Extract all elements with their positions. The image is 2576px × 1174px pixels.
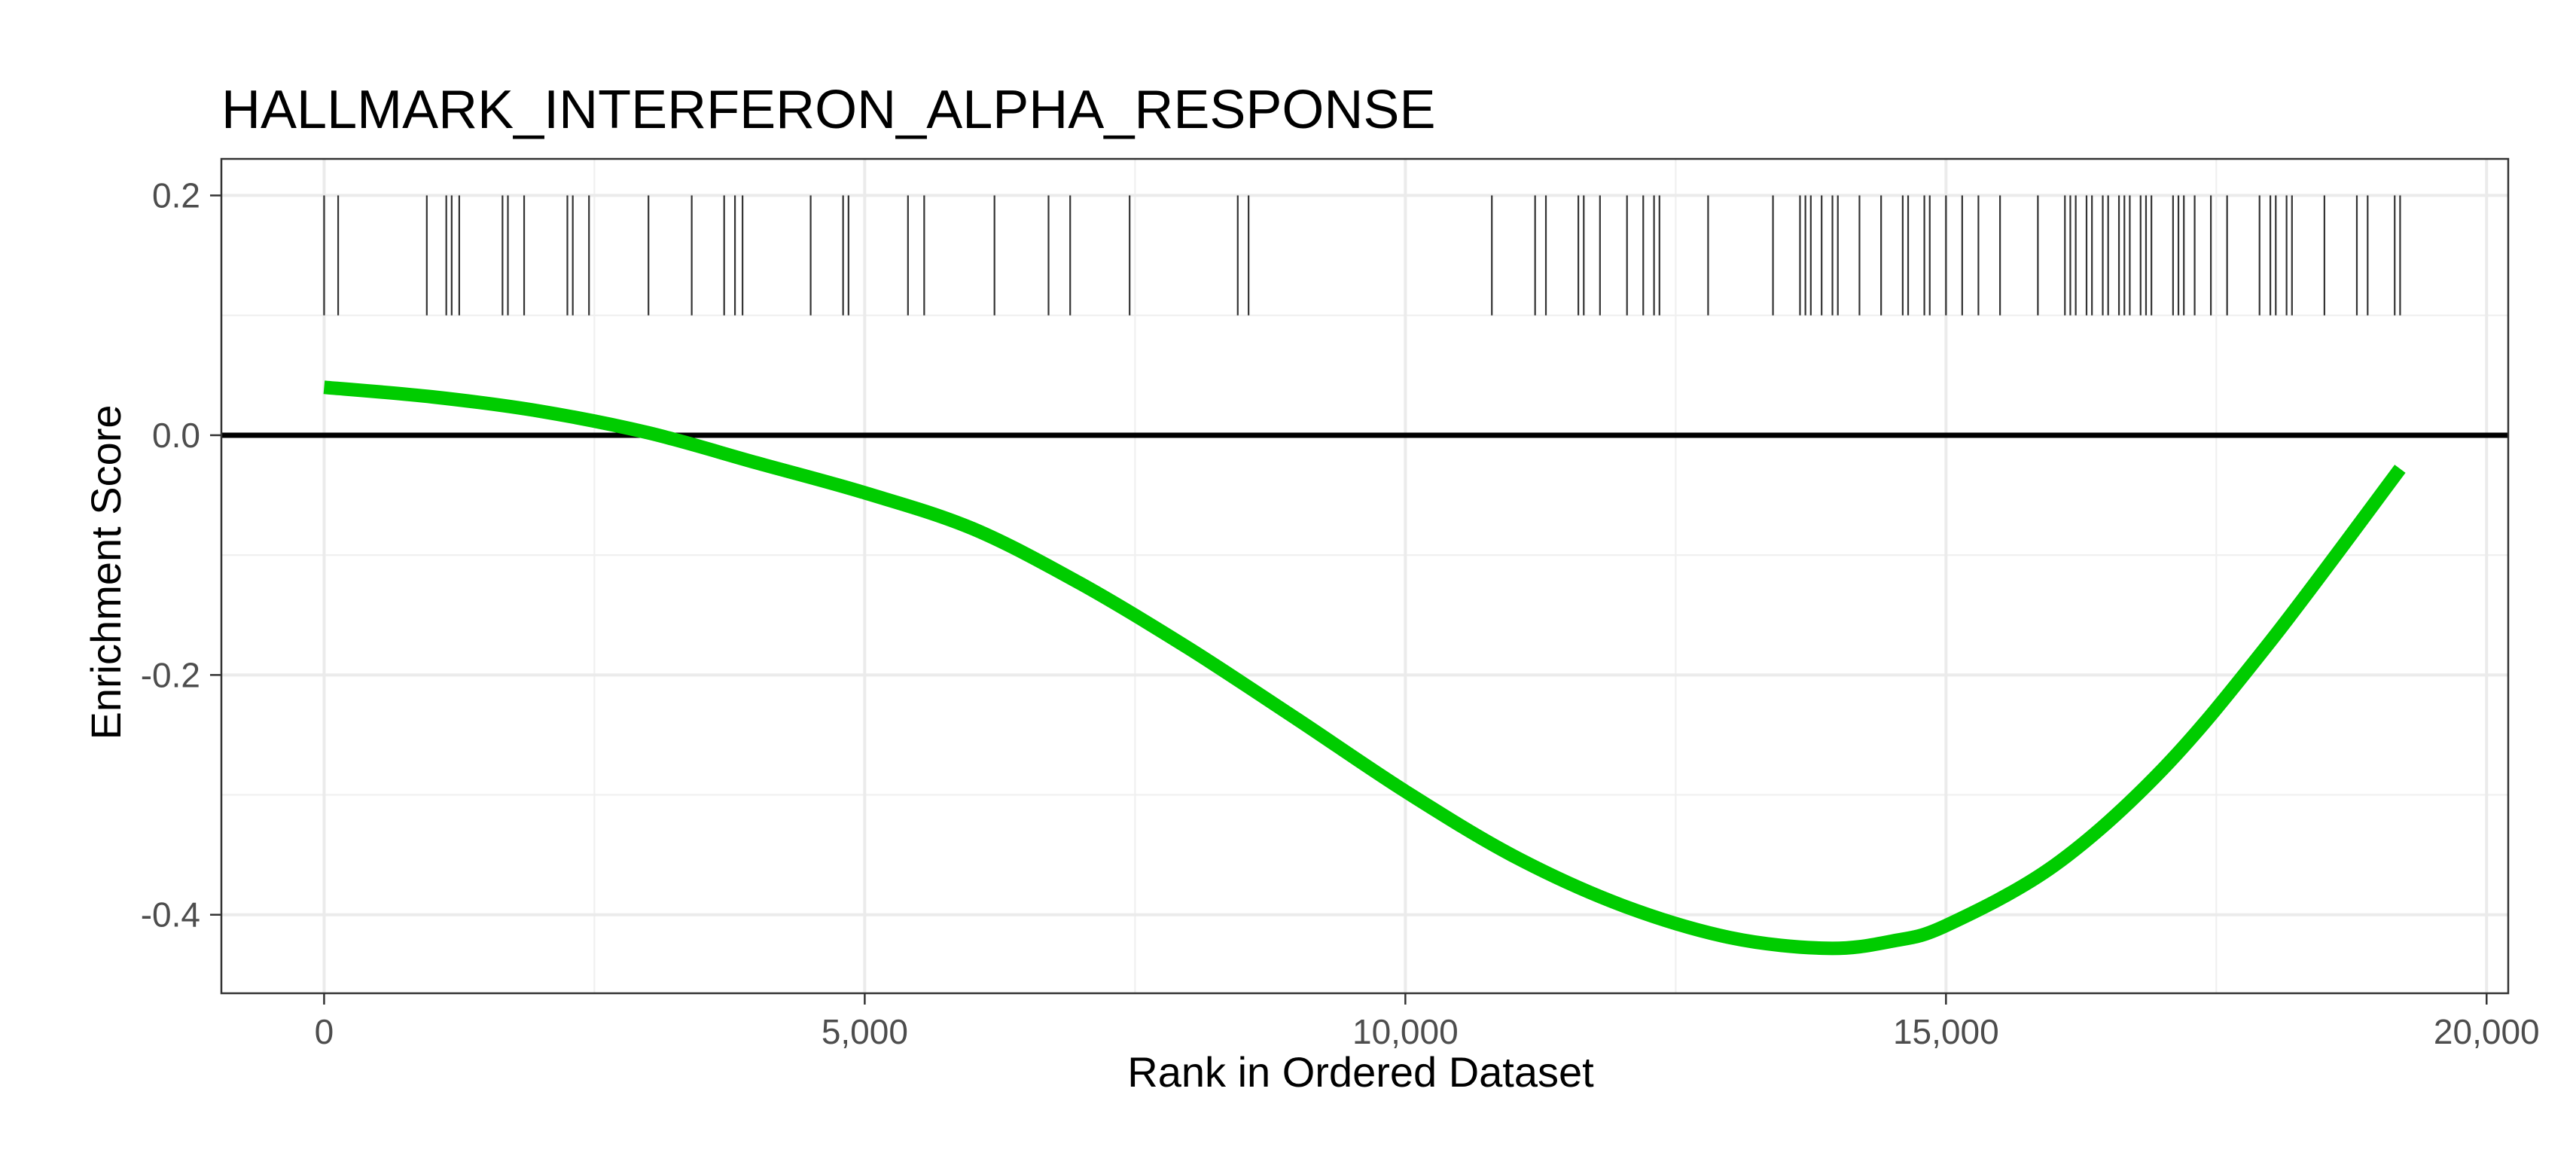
x-axis: 0 5,000 10,000 15,000 20,000: [315, 993, 2540, 1051]
x-tick-label: 5,000: [822, 1012, 908, 1051]
y-axis: -0.4 -0.2 0.0 0.2: [141, 176, 221, 935]
x-tick-label: 10,000: [1352, 1012, 1459, 1051]
y-tick-label: 0.2: [152, 176, 200, 215]
series-group: [323, 380, 2406, 956]
y-tick-label: 0.0: [152, 416, 200, 455]
plot-border: [220, 157, 2510, 995]
enrichment-score-line: [323, 380, 2406, 956]
y-axis-label: Enrichment Score: [82, 404, 130, 739]
hit-marks: [323, 195, 2401, 316]
y-tick-label: -0.4: [141, 895, 200, 935]
chart-title: HALLMARK_INTERFERON_ALPHA_RESPONSE: [221, 80, 1435, 140]
x-tick-label: 0: [315, 1012, 334, 1051]
x-tick-label: 20,000: [2434, 1012, 2540, 1051]
x-axis-label: Rank in Ordered Dataset: [1127, 1048, 1594, 1096]
x-tick-label: 15,000: [1893, 1012, 1999, 1051]
y-tick-label: -0.2: [141, 655, 200, 694]
